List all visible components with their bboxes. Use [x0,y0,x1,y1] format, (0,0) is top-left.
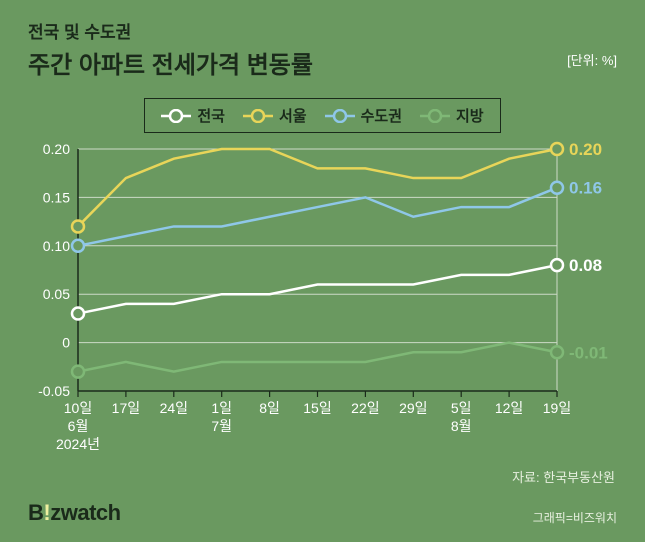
series-end-marker-icon [551,346,563,358]
y-tick-label: 0.05 [43,286,70,302]
legend-item: 전국 [161,105,225,126]
x-tick-sublabel: 8월 [451,418,472,434]
y-tick-label: 0.10 [43,238,70,254]
x-tick-label: 15일 [303,400,331,416]
series-end-label: 0.08 [569,256,602,275]
series-end-label: -0.01 [569,343,608,362]
series-end-marker-icon [551,259,563,271]
series-line [78,265,557,313]
y-tick-label: 0.20 [43,141,70,157]
series-end-label: 0.16 [569,179,602,198]
unit-label: [단위: %] [567,50,617,69]
legend-marker-icon [243,109,273,123]
legend-label: 전국 [197,105,225,126]
x-tick-label: 22일 [351,400,379,416]
series-line [78,343,557,372]
legend-item: 서울 [243,105,307,126]
series-end-label: 0.20 [569,141,602,159]
credit-label: 그래픽=비즈워치 [533,509,617,526]
x-tick-label: 29일 [399,400,427,416]
series-start-marker-icon [72,366,84,378]
x-tick-label: 24일 [160,400,188,416]
series-start-marker-icon [72,308,84,320]
x-tick-label: 1일 [211,400,232,416]
page-title: 주간 아파트 전세가격 변동률 [28,45,617,80]
legend-item: 지방 [420,105,484,126]
source-label: 자료: 한국부동산원 [512,467,615,486]
chart-legend: 전국 서울 수도권 지방 [144,98,500,133]
brand-logo: B!zwatch [28,500,121,526]
x-tick-label: 5일 [451,400,472,416]
legend-item: 수도권 [325,105,402,126]
series-line [78,188,557,246]
x-tick-sublabel: 6월 [68,418,89,434]
series-start-marker-icon [72,240,84,252]
series-start-marker-icon [72,220,84,232]
pretitle: 전국 및 수도권 [28,18,617,43]
series-end-marker-icon [551,143,563,155]
legend-label: 지방 [456,105,484,126]
x-tick-label: 19일 [543,400,571,416]
line-chart: 0.200.150.100.050-0.0510일6월2024년17일24일1일… [28,141,617,441]
x-tick-sublabel: 7월 [211,418,232,434]
y-tick-label: 0.15 [43,189,70,205]
y-tick-label: -0.05 [38,383,70,399]
legend-label: 수도권 [361,105,402,126]
legend-marker-icon [325,109,355,123]
series-line [78,149,557,226]
x-tick-label: 12일 [495,400,523,416]
x-tick-sublabel2: 2024년 [56,436,100,452]
legend-marker-icon [420,109,450,123]
series-end-marker-icon [551,182,563,194]
legend-marker-icon [161,109,191,123]
x-tick-label: 17일 [112,400,140,416]
x-tick-label: 8일 [259,400,280,416]
y-tick-label: 0 [62,335,70,351]
legend-label: 서울 [279,105,307,126]
x-tick-label: 10일 [64,400,92,416]
